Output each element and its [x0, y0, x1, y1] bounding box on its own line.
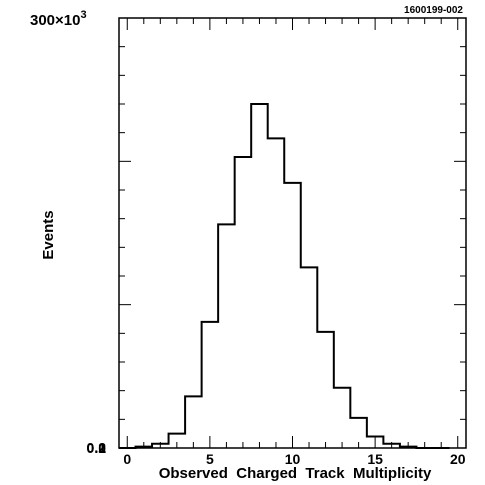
x-tick-label: 0 [123, 451, 131, 467]
y-multiplier-exponent: 3 [80, 9, 86, 21]
y-tick-labels: 00.10.2 [87, 440, 107, 456]
x-tick-label: 5 [206, 451, 214, 467]
x-tick-label: 20 [450, 451, 466, 467]
y-tick-label: 0.2 [87, 440, 107, 456]
y-axis-label: Events [40, 210, 57, 259]
y-tick-label: 0.1 [87, 440, 107, 456]
figure-id: 1600199-002 [404, 5, 463, 16]
y-multiplier-label: 300×103 [30, 9, 87, 29]
axis-ticks [119, 17, 466, 449]
x-tick-label: 15 [367, 451, 383, 467]
x-tick-labels: 0 5 10 15 20 [123, 451, 465, 467]
plot-frame [118, 17, 467, 449]
x-tick-label: 10 [285, 451, 301, 467]
histogram-step-line [119, 103, 450, 449]
x-axis-label: Observed Charged Track Multiplicity [159, 465, 432, 482]
y-tick-label: 0 [98, 440, 106, 456]
